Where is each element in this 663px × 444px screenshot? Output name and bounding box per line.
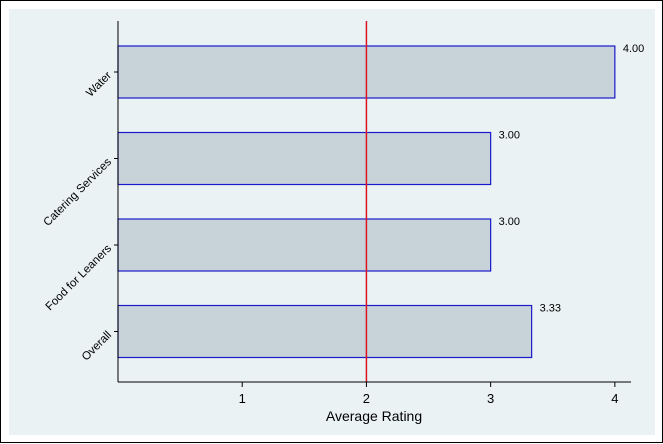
value-label: 3.33 — [540, 303, 561, 315]
x-tick-label: 3 — [487, 391, 494, 406]
axes-layer — [117, 21, 631, 383]
value-label: 3.00 — [499, 130, 520, 142]
bar-food-for-leaners — [117, 218, 492, 272]
ticks-layer: 1 2 3 4 — [114, 71, 618, 406]
x-tick-label: 2 — [363, 391, 370, 406]
bars-layer — [117, 45, 616, 359]
bar-overall — [117, 304, 533, 359]
x-tick-label: 4 — [611, 391, 618, 406]
value-label: 3.00 — [499, 216, 520, 228]
value-label: 4.00 — [623, 43, 644, 55]
x-tick-label: 1 — [239, 391, 246, 406]
bar-catering-services — [117, 131, 492, 186]
x-axis-title: Average Rating — [326, 408, 422, 424]
